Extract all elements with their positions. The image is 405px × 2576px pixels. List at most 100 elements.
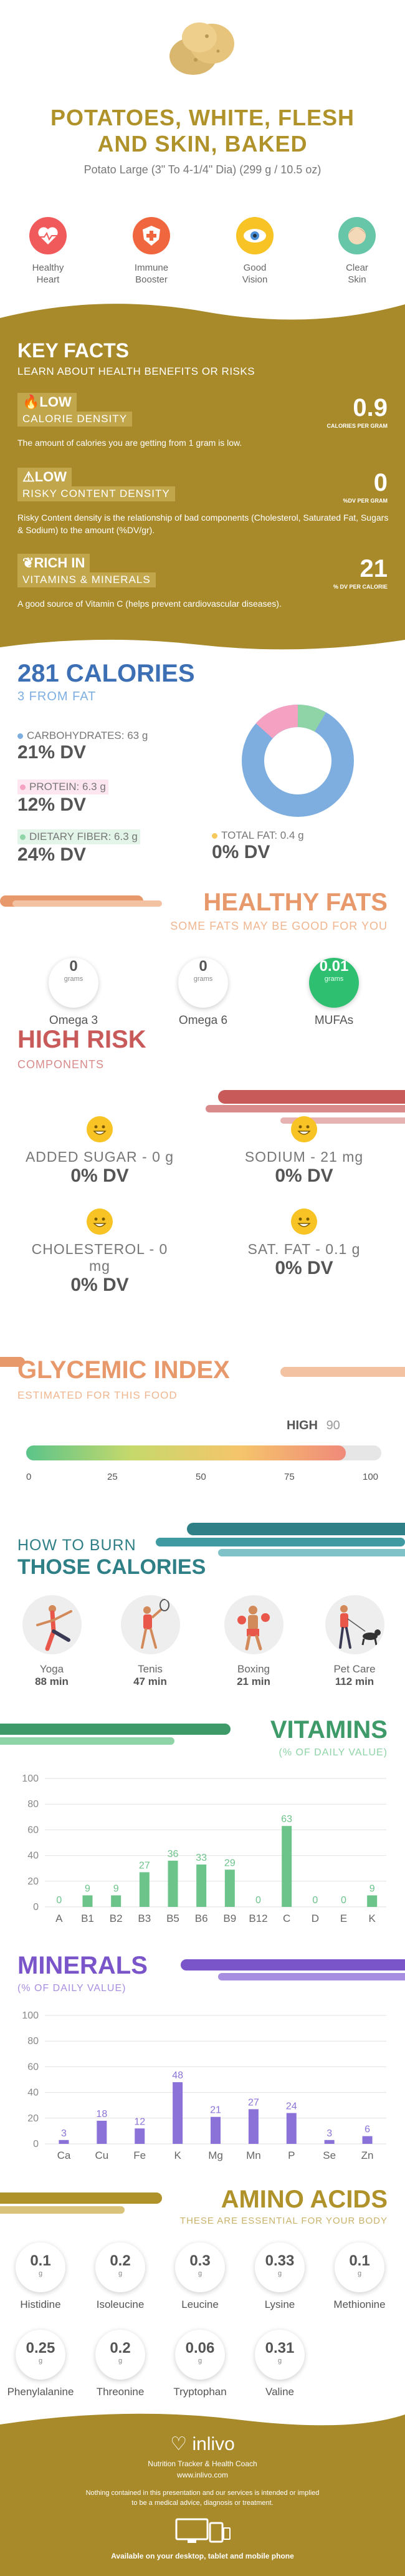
footer-available: Available on your desktop, tablet and mo… xyxy=(111,2552,294,2560)
glycemic-axis: 0 25 50 75 100 xyxy=(26,1472,381,1484)
amino-subtitle: THESE ARE ESSENTIAL FOR YOUR BODY xyxy=(179,2216,388,2226)
vitamins-subtitle: (% OF DAILY VALUE) xyxy=(279,1747,388,1758)
amino-lysine: 0.33 g Lysine xyxy=(243,2242,317,2311)
dog-walk-icon xyxy=(325,1595,384,1654)
footer-url[interactable]: www.inlivo.com xyxy=(176,2471,229,2479)
x-tick-label: B2 xyxy=(110,1913,123,1924)
benefit-label: Healthy xyxy=(32,263,64,273)
x-tick-label: Mn xyxy=(246,2149,261,2161)
red-stripe-decoration xyxy=(206,1090,405,1124)
vitamins-title: VITAMINS xyxy=(270,1716,388,1744)
fat-value: 0 xyxy=(69,958,78,975)
fat-value-circle: 0 grams xyxy=(178,958,228,1008)
donut-protein-segment xyxy=(255,704,298,739)
fact-label: CALORIE DENSITY xyxy=(17,412,133,427)
amino-value-circle: 0.1 g xyxy=(335,2242,384,2292)
amino-methionine: 0.1 g Methionine xyxy=(323,2242,396,2311)
risk-label: CHOLESTEROL - 0 mg xyxy=(31,1241,168,1274)
key-facts-subtitle: LEARN ABOUT HEALTH BENEFITS OR RISKS xyxy=(17,365,255,377)
calorie-donut-chart xyxy=(242,704,354,817)
glycemic-tick: 25 xyxy=(107,1472,118,1482)
x-tick-label: Zn xyxy=(361,2149,374,2161)
risk-cholesterol: CHOLESTEROL - 0 mg 0% DV xyxy=(25,1208,174,1296)
fat-mufas: 0.01 grams MUFAs xyxy=(303,948,365,1028)
amino-unit: g xyxy=(38,2270,43,2277)
amino-value: 0.3 xyxy=(189,2252,211,2269)
x-tick-label: B5 xyxy=(166,1913,179,1924)
fact-description: Risky Content density is the relationshi… xyxy=(17,513,389,535)
glycemic-tick: 50 xyxy=(196,1472,206,1482)
bar-ca xyxy=(59,2139,69,2144)
tennis-icon xyxy=(120,1595,180,1654)
y-tick-label: 100 xyxy=(22,2010,39,2021)
fat-name: Omega 3 xyxy=(49,1014,98,1027)
amino-value: 0.06 xyxy=(185,2340,215,2357)
amino-value: 0.25 xyxy=(26,2340,55,2357)
amino-value: 0.2 xyxy=(110,2252,131,2269)
glycemic-value-label: HIGH 90 xyxy=(287,1419,340,1433)
glycemic-title: GLYCEMIC INDEX xyxy=(17,1356,230,1384)
benefit-label: Good xyxy=(243,263,267,273)
risk-label: ADDED SUGAR - 0 g xyxy=(25,1149,174,1165)
devices-icon xyxy=(174,2517,231,2549)
amino-leucine: 0.3 g Leucine xyxy=(163,2242,237,2311)
x-tick-label: K xyxy=(174,2149,181,2161)
data-label: 48 xyxy=(172,2070,183,2081)
footer-brand[interactable]: ♡ inlivo xyxy=(0,2433,405,2455)
x-tick-label: C xyxy=(283,1913,290,1924)
benefit-label: Clear xyxy=(346,263,368,273)
benefit-label: Immune xyxy=(134,263,169,273)
fact-label: RISKY CONTENT DENSITY xyxy=(17,486,175,501)
fat-name: MUFAs xyxy=(314,1014,354,1027)
fat-value-circle: 0.01 grams xyxy=(309,958,359,1008)
amino-value: 0.2 xyxy=(110,2340,131,2357)
amino-title: AMINO ACIDS xyxy=(221,2186,388,2213)
bar-b2 xyxy=(111,1895,122,1907)
purple-stripe-decoration xyxy=(181,1959,405,1980)
x-tick-label: P xyxy=(288,2149,295,2161)
amino-name: Tryptophan xyxy=(173,2386,227,2398)
fact-value: 21 xyxy=(360,555,388,582)
fact-level: 🔥LOW xyxy=(17,393,77,412)
fact-level-text: RICH IN xyxy=(34,555,85,571)
y-tick-label: 40 xyxy=(27,1851,39,1861)
nutrient-dv: 24% DV xyxy=(17,844,87,865)
amino-isoleucine: 0.2 g Isoleucine xyxy=(83,2242,157,2311)
x-tick-label: Se xyxy=(323,2149,336,2161)
donut-fiber-segment xyxy=(297,705,326,732)
amino-threonine: 0.2 g Threonine xyxy=(83,2330,157,2398)
glycemic-subtitle: ESTIMATED FOR THIS FOOD xyxy=(17,1389,178,1401)
fact-level-text: LOW xyxy=(34,469,67,485)
fat-value: 0.01 xyxy=(319,958,349,975)
fact-level-text: LOW xyxy=(39,394,72,410)
amino-value: 0.1 xyxy=(349,2252,370,2269)
x-tick-label: E xyxy=(340,1913,347,1924)
fact-vitamins-minerals: ❦RICH IN VITAMINS & MINERALS xyxy=(17,554,156,587)
x-tick-label: B9 xyxy=(223,1913,236,1924)
y-tick-label: 20 xyxy=(27,1876,39,1887)
data-label: 0 xyxy=(56,1895,62,1906)
x-tick-label: B6 xyxy=(195,1913,208,1924)
gold-stripe-decoration xyxy=(0,2192,162,2214)
burn-title-line1: HOW TO BURN xyxy=(17,1536,136,1554)
amino-unit: g xyxy=(277,2270,282,2277)
amino-name: Methionine xyxy=(333,2299,386,2310)
activity-boxing: Boxing 21 min xyxy=(219,1595,288,1688)
boxing-icon xyxy=(224,1595,284,1654)
bar-p xyxy=(286,2113,297,2144)
glycemic-value: 90 xyxy=(326,1419,340,1432)
data-label: 29 xyxy=(224,1858,236,1868)
activity-minutes: 21 min xyxy=(237,1676,270,1687)
activity-minutes: 88 min xyxy=(35,1676,69,1687)
y-tick-label: 60 xyxy=(27,1825,39,1835)
gold-wave-bottom xyxy=(0,634,405,650)
fact-risky-content: ⚠LOW RISKY CONTENT DENSITY xyxy=(17,468,175,501)
nutrient-dv: 0% DV xyxy=(212,842,270,862)
amino-unit: g xyxy=(277,2357,282,2365)
data-label: 0 xyxy=(341,1895,346,1906)
data-label: 24 xyxy=(286,2101,297,2112)
nutrient-carbohydrates: CARBOHYDRATES: 63 g 21% DV xyxy=(17,730,217,763)
footer-disclaimer-2: to be a medical advice, diagnosis or tre… xyxy=(131,2499,274,2507)
fat-omega3: 0 grams Omega 3 xyxy=(42,948,105,1028)
calories-from-fat: 3 FROM FAT xyxy=(17,690,97,703)
